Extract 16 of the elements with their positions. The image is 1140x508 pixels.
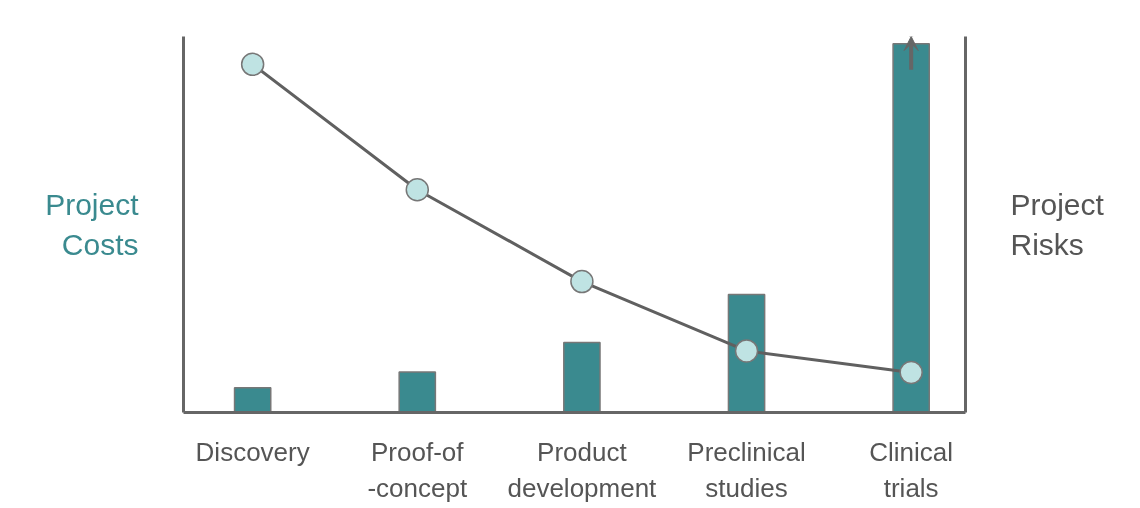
point [734, 339, 759, 363]
bar [398, 371, 437, 413]
x-tick-label: Proof-of -concept [367, 436, 468, 503]
bar [563, 341, 601, 413]
bar [233, 387, 272, 413]
point [405, 177, 430, 202]
x-tick-label: Discovery [195, 436, 310, 467]
x-tick-label: Product development [507, 436, 658, 503]
bar [892, 43, 931, 413]
y2-axis-title: Project Risks [1010, 188, 1105, 261]
x-tick-label: Preclinical studies [687, 436, 806, 503]
x-tick-label: Clinical trials [869, 436, 954, 503]
y-axis-title: Project Costs [45, 188, 140, 261]
point [899, 360, 923, 385]
point [240, 52, 265, 77]
point [570, 269, 594, 294]
